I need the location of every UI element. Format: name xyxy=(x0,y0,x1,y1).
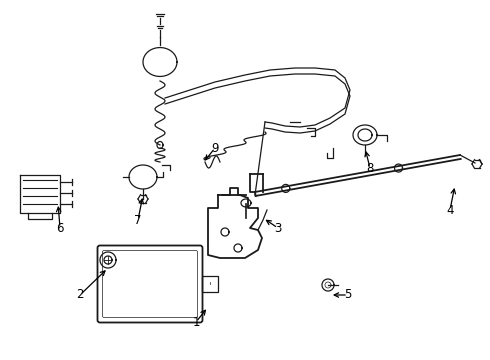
Text: 5: 5 xyxy=(344,288,352,302)
Text: 1: 1 xyxy=(192,315,200,328)
Bar xyxy=(202,276,218,292)
Text: 8: 8 xyxy=(367,162,374,175)
Text: 3: 3 xyxy=(274,221,282,234)
Text: 7: 7 xyxy=(134,213,142,226)
Text: 2: 2 xyxy=(76,288,84,302)
Text: 6: 6 xyxy=(56,221,64,234)
Text: 4: 4 xyxy=(446,203,454,216)
Text: 9: 9 xyxy=(211,141,219,154)
